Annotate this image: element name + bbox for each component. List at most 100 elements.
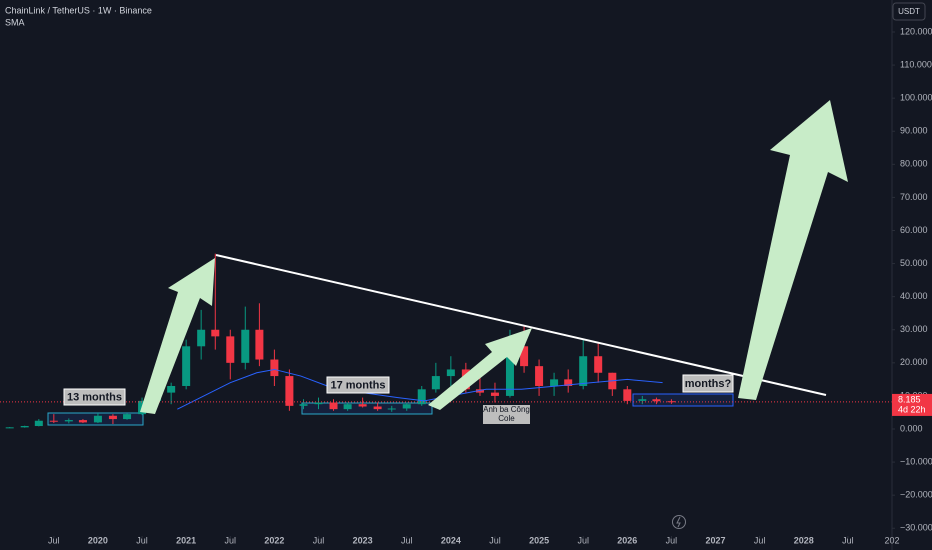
x-tick-label: Jul [136, 535, 148, 545]
candle-body [211, 329, 220, 337]
candle-body [49, 420, 58, 422]
drawings [47, 393, 734, 426]
note-box [682, 374, 734, 393]
candle-body [64, 420, 73, 422]
y-tick-label: −30.000 [900, 523, 932, 533]
x-tick-label: 2028 [794, 535, 814, 545]
candle-body [594, 356, 603, 373]
candle-body [446, 369, 455, 377]
arrow [738, 100, 848, 400]
x-tick-label: Jul [225, 535, 237, 545]
candle-body [20, 426, 29, 428]
candle-body [255, 329, 264, 360]
x-tick-label: Jul [754, 535, 766, 545]
y-tick-label: 80.000 [900, 159, 928, 169]
candle-body [270, 359, 279, 377]
y-tick-label: −20.000 [900, 490, 932, 500]
x-tick-label: 2027 [706, 535, 726, 545]
x-tick-label: Jul [666, 535, 678, 545]
candle-body [299, 404, 308, 406]
note: months? [685, 378, 732, 390]
candle-body [108, 415, 117, 420]
candle-body [226, 336, 235, 363]
candle-body [5, 427, 14, 429]
candle-body [402, 404, 411, 409]
x-tick-label: 2023 [353, 535, 373, 545]
y-tick-label: 100.000 [900, 93, 932, 103]
candle-body [505, 346, 514, 396]
y-tick-label: 50.000 [900, 258, 928, 268]
candle-body [535, 366, 544, 386]
y-tick-label: 120.000 [900, 26, 932, 36]
note-box [326, 376, 390, 394]
y-tick-label: 110.000 [900, 59, 932, 69]
indicator-label: SMA [5, 17, 25, 27]
candle-body [520, 346, 529, 367]
candle-body [93, 415, 102, 423]
y-tick-label: 60.000 [900, 225, 928, 235]
x-tick-label: Jul [489, 535, 501, 545]
range-box [301, 402, 433, 415]
x-tick-label: Jul [842, 535, 854, 545]
x-tick-label: Jul [48, 535, 60, 545]
x-tick-label: 2021 [176, 535, 196, 545]
candle-body [34, 420, 43, 427]
candle-body [241, 329, 250, 363]
arrow [140, 258, 215, 414]
y-tick-label: 70.000 [900, 192, 928, 202]
candle-body [490, 392, 499, 396]
y-tick-label: −10.000 [900, 456, 932, 466]
note: Anh ba Công [483, 405, 530, 414]
note: Cole [498, 414, 515, 423]
replay-icon[interactable] [672, 515, 686, 529]
chart-title: ChainLink / TetherUS · 1W · Binance [5, 5, 152, 15]
currency-label[interactable]: USDT [898, 7, 920, 16]
y-tick-label: 20.000 [900, 357, 928, 367]
candle-body [564, 379, 573, 386]
x-tick-label: 2026 [617, 535, 637, 545]
price-label: 8.185 [898, 394, 921, 404]
candle-body [285, 376, 294, 406]
candle-body [652, 399, 661, 402]
sma-line [177, 368, 663, 410]
range-box [632, 393, 734, 407]
y-tick-label: 90.000 [900, 126, 928, 136]
candle-body [343, 404, 352, 410]
replay-icon-bolt [676, 516, 681, 528]
y-tick-label: 0.000 [900, 423, 923, 433]
currency-button[interactable] [892, 2, 926, 21]
candle-body [358, 404, 367, 407]
x-tick-label: Jul [401, 535, 413, 545]
candle-body [638, 399, 647, 401]
candle-body [667, 401, 676, 403]
candle-body [579, 356, 588, 386]
candle-body [623, 389, 632, 401]
countdown-label: 4d 22h [898, 404, 926, 414]
overlays: 13 months 17 months months? Anh ba Công … [63, 100, 848, 424]
candle-body [182, 346, 191, 386]
x-tick-label: 2020 [88, 535, 108, 545]
x-tick-label: Jul [313, 535, 325, 545]
candle-body [197, 329, 206, 347]
candle-body [387, 408, 396, 410]
note: 13 months [67, 391, 122, 403]
candle-body [314, 402, 323, 405]
x-tick-label: 202 [884, 535, 899, 545]
candle-body [123, 414, 132, 420]
candle-body [417, 389, 426, 405]
x-tick-label: 2022 [264, 535, 284, 545]
x-tick-label: 2025 [529, 535, 549, 545]
candle-body [78, 420, 87, 423]
candle-body [167, 385, 176, 393]
y-tick-label: 30.000 [900, 324, 928, 334]
candle-body [550, 379, 559, 386]
candle-body [329, 402, 338, 410]
plot-area [0, 253, 892, 429]
note-box [63, 388, 126, 406]
note: 17 months [330, 379, 385, 391]
note-box [483, 405, 530, 424]
x-tick-label: Jul [577, 535, 589, 545]
trend-line [215, 254, 827, 396]
